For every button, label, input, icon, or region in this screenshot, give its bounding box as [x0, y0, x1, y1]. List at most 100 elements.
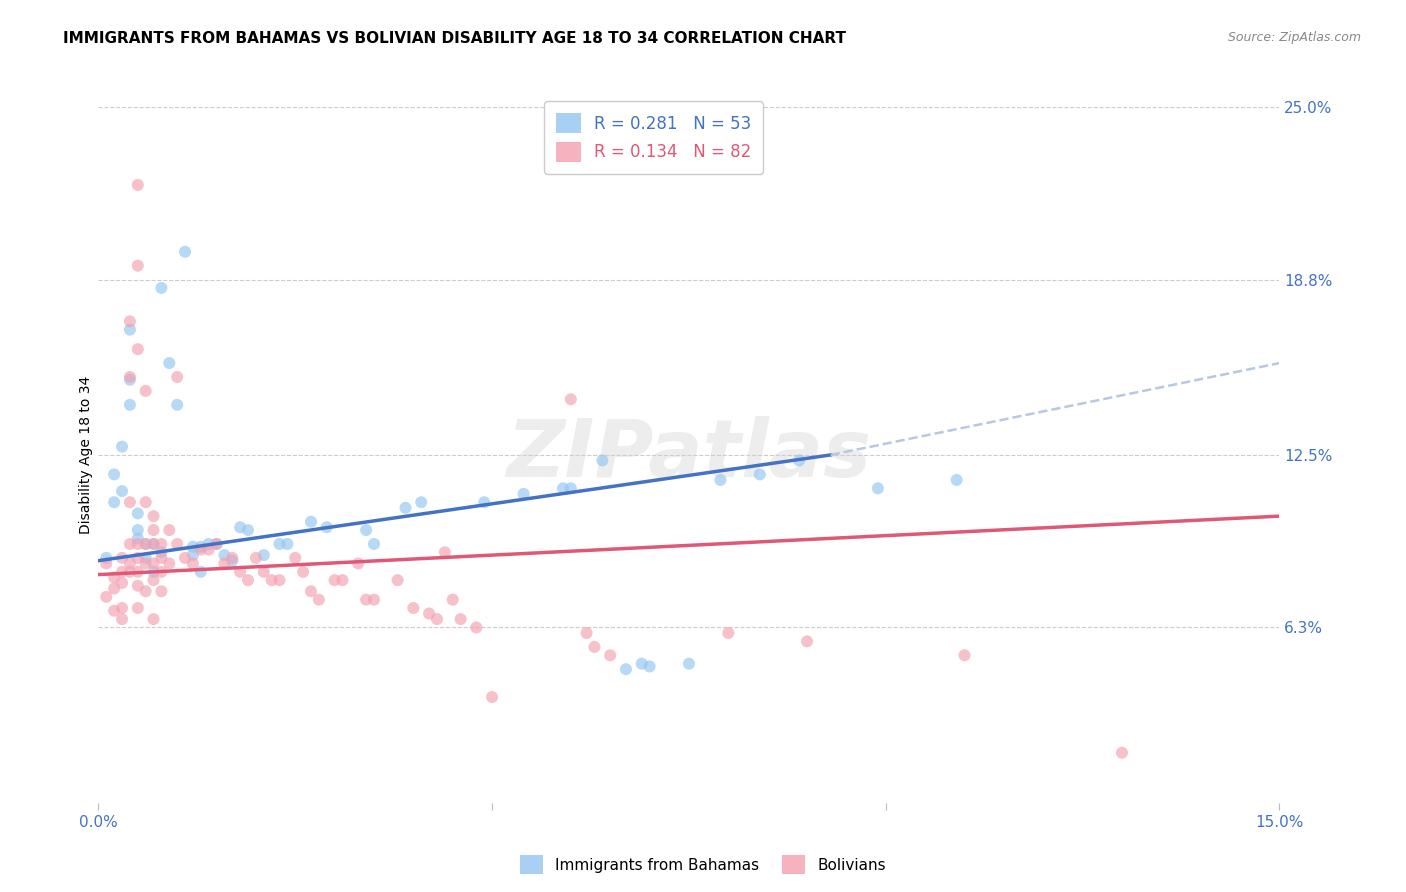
- Point: [387, 573, 409, 587]
- Point: [284, 550, 307, 565]
- Point: [111, 612, 134, 626]
- Point: [205, 537, 228, 551]
- Point: [787, 453, 810, 467]
- Point: [118, 373, 141, 387]
- Point: [276, 537, 298, 551]
- Point: [418, 607, 440, 621]
- Point: [245, 550, 267, 565]
- Point: [118, 537, 141, 551]
- Point: [142, 573, 165, 587]
- Point: [135, 537, 157, 551]
- Point: [441, 592, 464, 607]
- Point: [638, 659, 661, 673]
- Point: [560, 481, 582, 495]
- Point: [591, 453, 613, 467]
- Point: [166, 398, 188, 412]
- Point: [190, 542, 212, 557]
- Y-axis label: Disability Age 18 to 34: Disability Age 18 to 34: [79, 376, 93, 534]
- Point: [127, 579, 149, 593]
- Point: [253, 548, 276, 562]
- Point: [221, 550, 243, 565]
- Point: [127, 537, 149, 551]
- Point: [269, 573, 291, 587]
- Point: [253, 565, 276, 579]
- Point: [347, 557, 370, 571]
- Point: [678, 657, 700, 671]
- Point: [127, 601, 149, 615]
- Point: [197, 537, 219, 551]
- Point: [142, 557, 165, 571]
- Point: [96, 590, 118, 604]
- Point: [111, 484, 134, 499]
- Point: [150, 537, 173, 551]
- Point: [481, 690, 503, 704]
- Point: [103, 582, 125, 596]
- Point: [394, 500, 416, 515]
- Point: [269, 537, 291, 551]
- Point: [135, 495, 157, 509]
- Point: [332, 573, 354, 587]
- Point: [127, 565, 149, 579]
- Point: [111, 601, 134, 615]
- Point: [103, 570, 125, 584]
- Point: [551, 481, 574, 495]
- Point: [127, 342, 149, 356]
- Point: [150, 584, 173, 599]
- Point: [560, 392, 582, 407]
- Point: [363, 537, 385, 551]
- Legend: R = 0.281   N = 53, R = 0.134   N = 82: R = 0.281 N = 53, R = 0.134 N = 82: [544, 102, 763, 174]
- Point: [630, 657, 652, 671]
- Point: [236, 573, 259, 587]
- Point: [135, 584, 157, 599]
- Point: [166, 370, 188, 384]
- Point: [197, 542, 219, 557]
- Point: [323, 573, 346, 587]
- Point: [945, 473, 967, 487]
- Point: [292, 565, 315, 579]
- Point: [127, 507, 149, 521]
- Point: [150, 545, 173, 559]
- Legend: Immigrants from Bahamas, Bolivians: Immigrants from Bahamas, Bolivians: [515, 849, 891, 880]
- Point: [166, 537, 188, 551]
- Point: [205, 537, 228, 551]
- Point: [111, 565, 134, 579]
- Point: [190, 540, 212, 554]
- Point: [118, 398, 141, 412]
- Point: [142, 537, 165, 551]
- Text: Source: ZipAtlas.com: Source: ZipAtlas.com: [1227, 31, 1361, 45]
- Point: [157, 557, 180, 571]
- Point: [118, 314, 141, 328]
- Point: [103, 467, 125, 482]
- Point: [181, 548, 204, 562]
- Point: [127, 178, 149, 192]
- Point: [142, 612, 165, 626]
- Text: IMMIGRANTS FROM BAHAMAS VS BOLIVIAN DISABILITY AGE 18 TO 34 CORRELATION CHART: IMMIGRANTS FROM BAHAMAS VS BOLIVIAN DISA…: [63, 31, 846, 46]
- Point: [135, 537, 157, 551]
- Point: [118, 323, 141, 337]
- Point: [229, 520, 252, 534]
- Point: [709, 473, 731, 487]
- Point: [512, 487, 534, 501]
- Point: [127, 532, 149, 546]
- Point: [142, 523, 165, 537]
- Point: [142, 509, 165, 524]
- Text: ZIPatlas: ZIPatlas: [506, 416, 872, 494]
- Point: [96, 550, 118, 565]
- Point: [748, 467, 770, 482]
- Point: [127, 523, 149, 537]
- Point: [214, 548, 236, 562]
- Point: [174, 244, 197, 259]
- Point: [402, 601, 425, 615]
- Point: [1111, 746, 1133, 760]
- Point: [299, 515, 322, 529]
- Point: [354, 523, 377, 537]
- Point: [614, 662, 637, 676]
- Point: [135, 557, 157, 571]
- Point: [157, 523, 180, 537]
- Point: [796, 634, 818, 648]
- Point: [150, 281, 173, 295]
- Point: [583, 640, 606, 654]
- Point: [103, 604, 125, 618]
- Point: [174, 550, 197, 565]
- Point: [260, 573, 283, 587]
